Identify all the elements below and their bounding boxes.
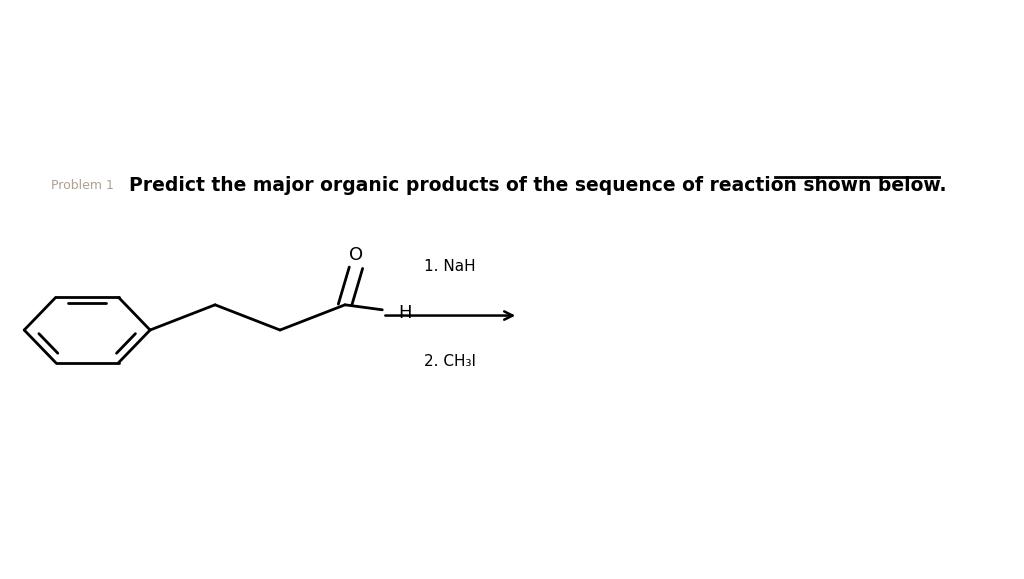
Text: 1. NaH: 1. NaH [425,259,476,274]
Text: 2. CH₃I: 2. CH₃I [424,354,476,369]
Text: Problem 1: Problem 1 [51,179,114,192]
Text: Predict the major organic products of the sequence of reaction shown below.: Predict the major organic products of th… [129,176,946,195]
Text: H: H [397,305,412,323]
Text: O: O [349,246,364,264]
